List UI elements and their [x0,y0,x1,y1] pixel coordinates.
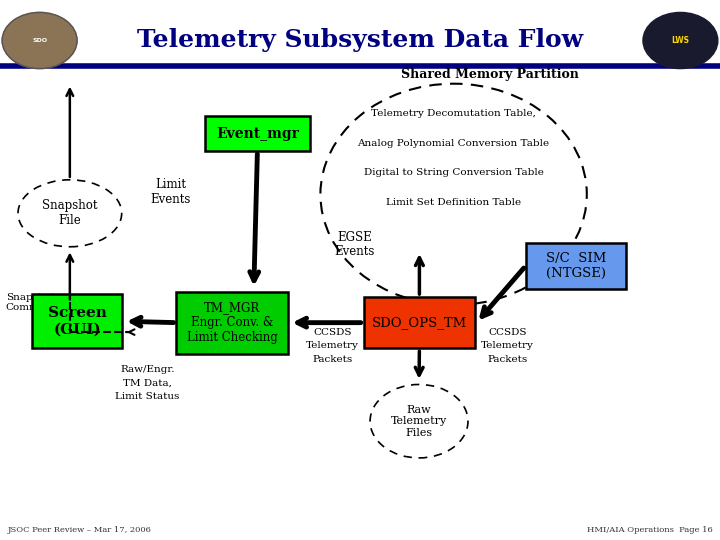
Text: Raw
Telemetry
Files: Raw Telemetry Files [391,404,447,438]
Text: Event_mgr: Event_mgr [216,127,299,140]
Text: LWS: LWS [671,36,690,45]
Text: EGSE: EGSE [337,231,372,244]
Text: Packets: Packets [312,355,353,363]
FancyBboxPatch shape [176,292,288,354]
Circle shape [643,12,718,69]
Text: CCSDS: CCSDS [313,328,352,336]
Text: TM_MGR
Engr. Conv. &
Limit Checking: TM_MGR Engr. Conv. & Limit Checking [186,301,278,344]
FancyBboxPatch shape [32,294,122,348]
Text: CCSDS: CCSDS [488,328,527,336]
Text: Screen
(GUI): Screen (GUI) [48,306,107,336]
Text: S/C  SIM
(NTGSE): S/C SIM (NTGSE) [546,252,606,280]
Text: SDO_OPS_TM: SDO_OPS_TM [372,316,467,329]
Text: HMI/AIA Operations  Page 16: HMI/AIA Operations Page 16 [587,525,713,534]
Text: Analog Polynomial Conversion Table: Analog Polynomial Conversion Table [358,139,549,147]
Text: Telemetry: Telemetry [306,341,359,350]
Text: Limit
Events: Limit Events [150,178,191,206]
Text: Snapshot
File: Snapshot File [42,199,98,227]
Text: Events: Events [334,245,375,258]
Text: Telemetry Decomutation Table,: Telemetry Decomutation Table, [372,109,536,118]
Text: Packets: Packets [487,355,528,363]
Text: Snapshot
Command: Snapshot Command [6,293,59,312]
Text: Digital to String Conversion Table: Digital to String Conversion Table [364,168,544,177]
Text: Shared Memory Partition: Shared Memory Partition [400,68,579,81]
Text: Telemetry: Telemetry [481,341,534,350]
Text: Telemetry Subsystem Data Flow: Telemetry Subsystem Data Flow [137,29,583,52]
Text: SDO: SDO [32,38,48,43]
Text: Limit Status: Limit Status [115,393,180,401]
FancyBboxPatch shape [205,116,310,151]
Text: TM Data,: TM Data, [123,379,172,388]
Circle shape [2,12,77,69]
Text: Limit Set Definition Table: Limit Set Definition Table [386,198,521,207]
Text: JSOC Peer Review – Mar 17, 2006: JSOC Peer Review – Mar 17, 2006 [7,525,151,534]
FancyBboxPatch shape [364,297,475,348]
Text: Raw/Engr.: Raw/Engr. [120,366,175,374]
FancyBboxPatch shape [526,243,626,289]
